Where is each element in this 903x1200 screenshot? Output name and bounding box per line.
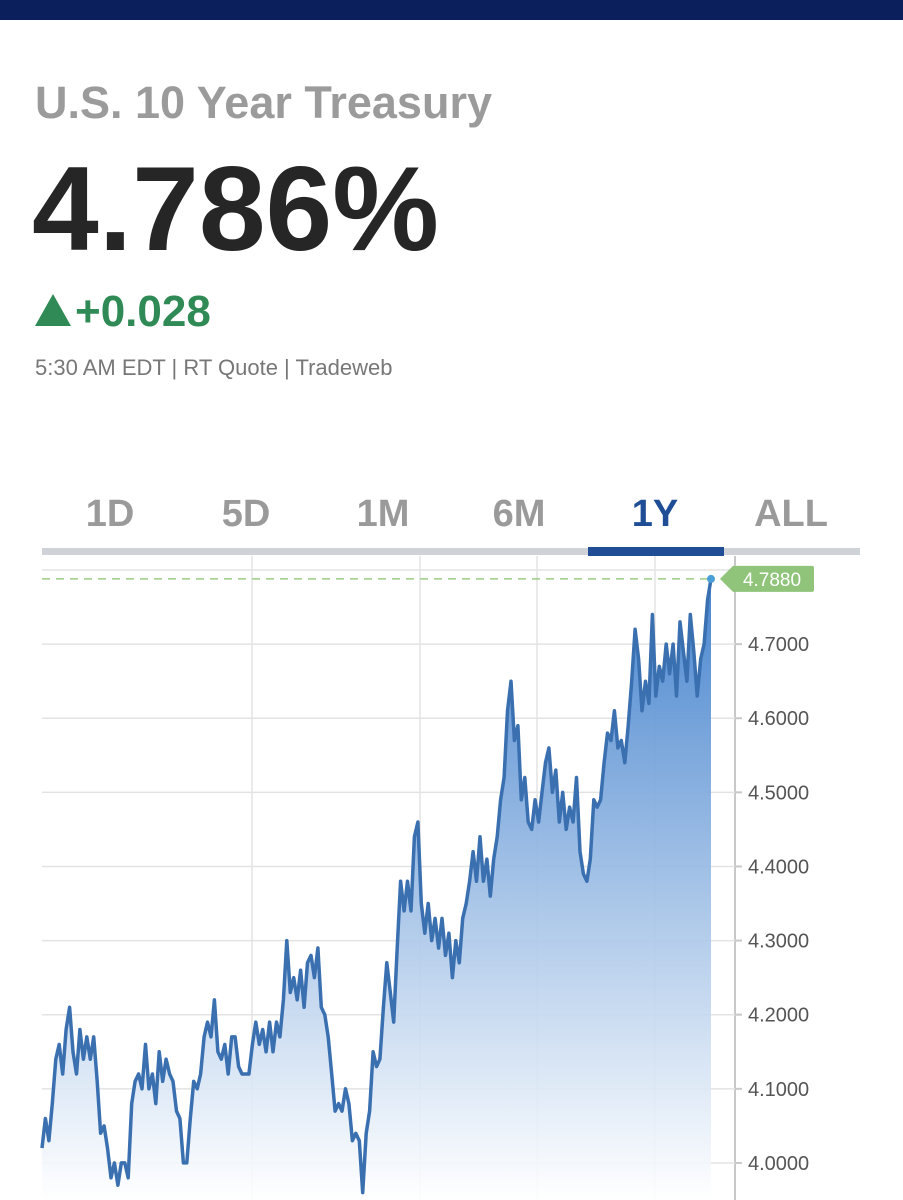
- change: +0.028: [75, 287, 211, 336]
- y-tick-label: 4.3000: [748, 931, 809, 953]
- y-tick-label: 4.1000: [748, 1079, 809, 1101]
- price: 4.786%: [32, 142, 439, 276]
- area-fill: [42, 578, 711, 1200]
- range-tab[interactable]: 5D: [222, 493, 271, 535]
- range-tab[interactable]: 1D: [86, 493, 135, 535]
- y-tick-label: 4.0000: [748, 1153, 809, 1175]
- quote-meta: 5:30 AM EDT | RT Quote | Tradeweb: [35, 355, 393, 380]
- y-tick-label: 4.4000: [748, 856, 809, 878]
- y-tick-label: 4.5000: [748, 782, 809, 804]
- range-tab[interactable]: ALL: [754, 493, 828, 535]
- title: U.S. 10 Year Treasury: [35, 77, 492, 128]
- tab-track: [42, 548, 860, 555]
- top-bar: [0, 0, 903, 20]
- tab-indicator: [588, 547, 724, 556]
- y-tick-label: 4.2000: [748, 1005, 809, 1027]
- line: [40, 578, 713, 1195]
- range-tab[interactable]: 1M: [357, 493, 410, 535]
- range-tab[interactable]: 1Y: [632, 493, 678, 535]
- last-point: [707, 574, 715, 583]
- range-tab[interactable]: 6M: [493, 493, 546, 535]
- range-tabs: 1D 5D 1M 6M 1Y ALL: [86, 493, 828, 535]
- y-tick-label: 4.6000: [748, 708, 809, 730]
- current-label: 4.7880: [743, 570, 801, 591]
- current-tag: [720, 565, 814, 592]
- y-tick-label: 4.7000: [748, 634, 809, 656]
- up-arrow: [35, 294, 71, 326]
